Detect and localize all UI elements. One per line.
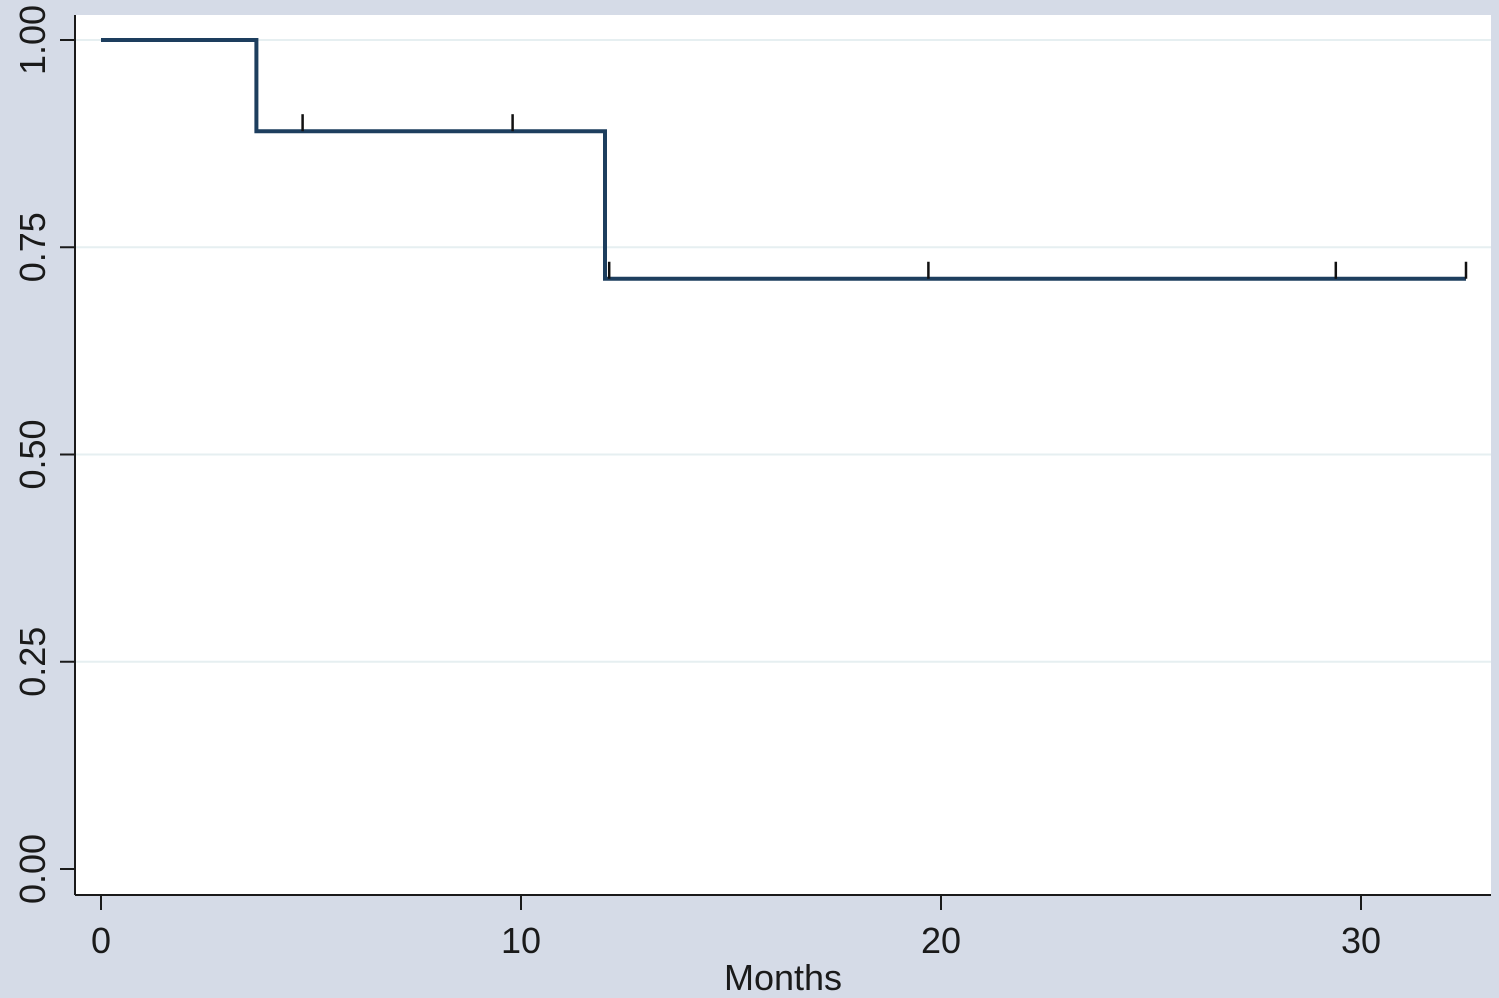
y-tick-label: 0.75 (12, 212, 53, 282)
x-tick-label: 20 (921, 920, 961, 961)
y-tick-label: 0.00 (12, 834, 53, 904)
y-tick-label: 0.25 (12, 627, 53, 697)
censor-marks (301, 114, 1468, 279)
gridlines (76, 39, 1491, 663)
x-tick-label: 30 (1341, 920, 1381, 961)
x-tick-label: 0 (91, 920, 111, 961)
y-ticks: 0.00 0.25 0.50 0.75 1.00 (12, 5, 75, 904)
x-tick-label: 10 (501, 920, 541, 961)
x-ticks: 0 10 20 30 (91, 895, 1381, 961)
y-tick-label: 1.00 (12, 5, 53, 75)
survival-series (101, 38, 1466, 281)
y-tick-label: 0.50 (12, 419, 53, 489)
x-axis-title: Months (724, 957, 842, 998)
survival-line (101, 38, 1466, 281)
